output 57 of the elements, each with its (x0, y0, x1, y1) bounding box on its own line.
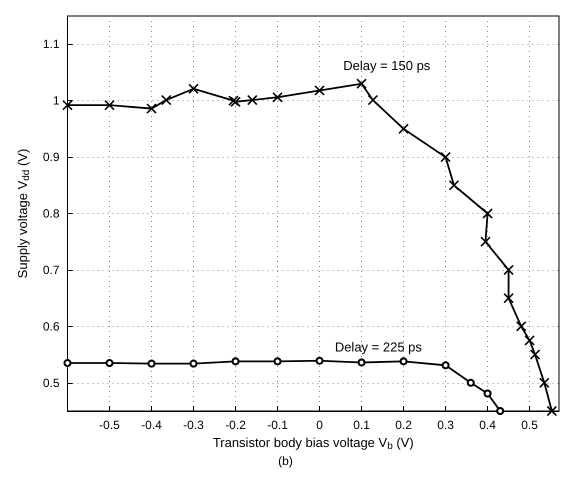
point (538, 377, 550, 388)
x-tick-label: -0.2 (225, 418, 246, 432)
x-tick-label: 0.1 (353, 418, 370, 432)
point (442, 361, 450, 370)
point (466, 378, 475, 387)
point (516, 321, 526, 332)
point (482, 208, 493, 219)
x-tick-label: -0.1 (267, 418, 288, 432)
point (440, 152, 451, 162)
point (503, 264, 514, 276)
y-tick-label: 0.5 (42, 376, 60, 390)
text: (b) (278, 454, 293, 468)
x-tick-label: 0.3 (437, 418, 454, 432)
point (188, 83, 199, 94)
x-tick-label: 0.4 (479, 418, 496, 432)
x-tick-label: -0.4 (141, 418, 162, 432)
annotation: Delay = 225 ps (334, 340, 422, 355)
y-tick-label: 0.7 (42, 262, 60, 277)
point (503, 292, 514, 304)
point (398, 124, 409, 134)
annotation: Delay = 150 ps (343, 58, 431, 74)
x-tick-label: -0.3 (183, 418, 204, 432)
point (190, 360, 198, 368)
x-tick-label: -0.5 (99, 418, 120, 432)
point (146, 103, 157, 114)
point (480, 236, 491, 248)
x-tick-label: 0.5 (521, 418, 538, 432)
point (148, 360, 156, 368)
point (400, 357, 408, 366)
point (272, 92, 283, 103)
point (484, 390, 492, 398)
point (274, 357, 282, 366)
x-tick-label: 0.2 (395, 418, 412, 432)
point (368, 94, 378, 106)
point (316, 356, 324, 365)
point (247, 94, 258, 106)
y-tick-label: 0.8 (42, 206, 60, 220)
point (530, 349, 540, 360)
point (524, 335, 535, 346)
y-tick-label: 1 (52, 94, 60, 108)
point (62, 100, 73, 110)
point (64, 359, 72, 368)
point (356, 78, 367, 90)
point (104, 100, 115, 110)
y-tick-label: 0.6 (42, 319, 60, 334)
point (546, 406, 558, 416)
y-axis-title: Supply voltage Vdd (V) (15, 148, 32, 278)
point (358, 358, 366, 366)
point (106, 359, 114, 368)
point (448, 180, 460, 191)
point (496, 407, 504, 415)
y-tick-label: 1.1 (42, 37, 60, 52)
point (314, 85, 325, 96)
point (232, 357, 240, 366)
y-tick-label: 0.9 (42, 150, 60, 164)
point (160, 94, 172, 106)
x-tick-label: 0 (316, 418, 324, 432)
